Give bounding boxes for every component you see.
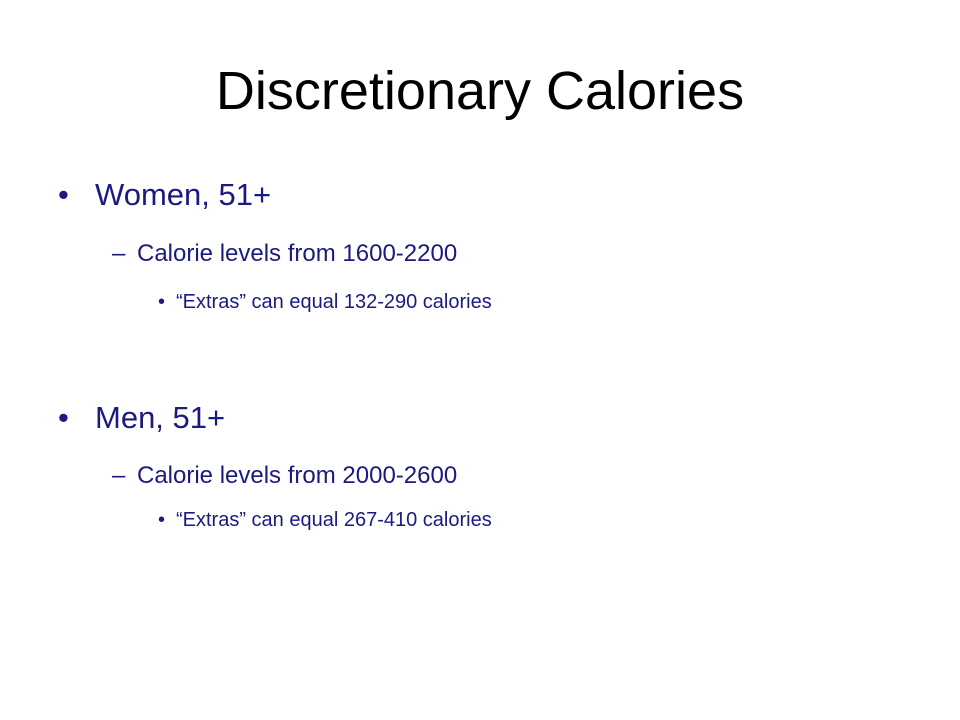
slide-title: Discretionary Calories	[215, 61, 745, 121]
bullet-text: Women, 51+	[95, 177, 272, 212]
bullet-dot-icon: •	[58, 177, 69, 212]
bullet-text: Calorie levels from 2000-2600	[137, 462, 458, 489]
dash-icon: –	[112, 462, 126, 489]
bullet-text: “Extras” can equal 267-410 calories	[176, 509, 492, 531]
bullet-text: Men, 51+	[95, 400, 226, 435]
dash-icon: –	[112, 240, 126, 267]
bullet-dot-icon: •	[158, 509, 166, 531]
bullet-dot-icon: •	[58, 400, 69, 435]
bullet-dot-icon: •	[158, 291, 166, 313]
bullet-text: Calorie levels from 1600-2200	[137, 240, 458, 267]
bullet-text: “Extras” can equal 132-290 calories	[176, 291, 492, 313]
